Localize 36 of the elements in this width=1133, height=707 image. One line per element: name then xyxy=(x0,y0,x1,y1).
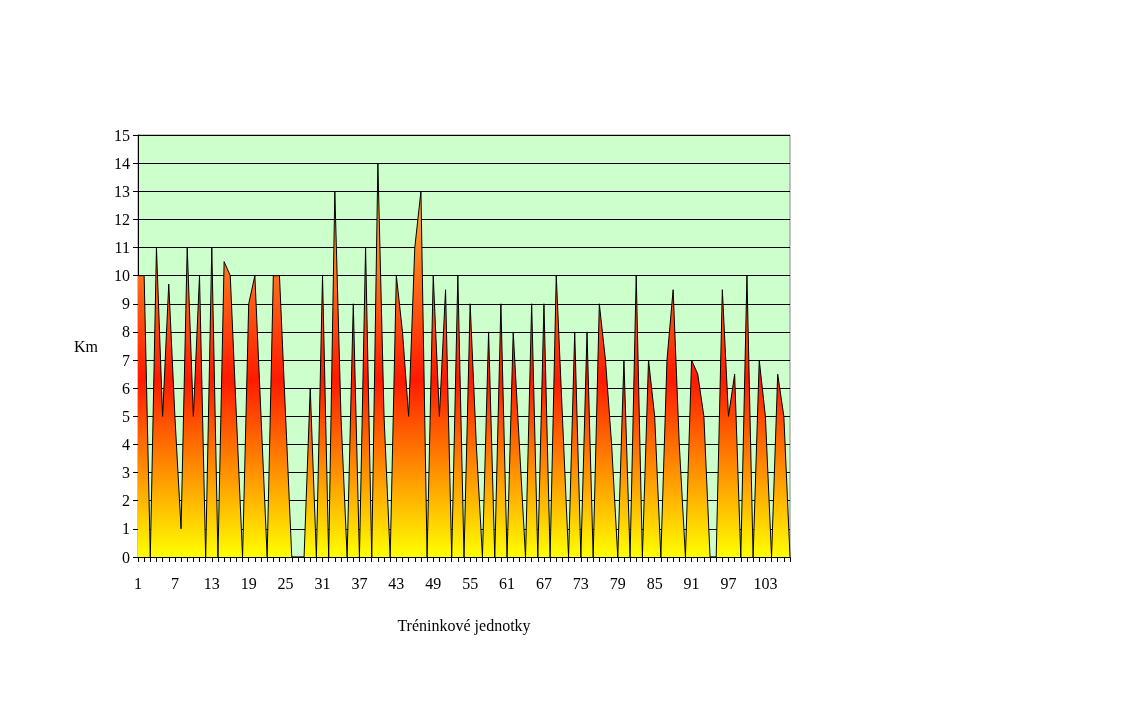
x-tick-label: 67 xyxy=(535,574,552,592)
y-tick-label: 9 xyxy=(122,295,130,313)
x-tick-label: 61 xyxy=(499,574,516,592)
x-tick-label: 91 xyxy=(683,574,700,592)
x-tick-label: 79 xyxy=(609,574,626,592)
y-tick-label: 14 xyxy=(114,154,130,172)
x-tick-label: 55 xyxy=(462,574,479,592)
y-axis-title: Km xyxy=(74,337,99,355)
x-tick-label: 7 xyxy=(170,574,179,592)
x-tick-label: 37 xyxy=(351,574,368,592)
y-tick-label: 15 xyxy=(114,126,130,144)
y-tick-label: 2 xyxy=(122,492,130,510)
y-tick-label: 8 xyxy=(122,323,130,341)
x-tick-label: 43 xyxy=(388,574,405,592)
x-tick-label: 25 xyxy=(277,574,294,592)
y-tick-label: 10 xyxy=(114,267,130,285)
y-tick-label: 12 xyxy=(114,210,130,228)
y-tick-label: 1 xyxy=(122,520,130,538)
y-tick-label: 5 xyxy=(122,407,130,425)
x-tick-label: 103 xyxy=(753,574,778,592)
y-tick-label: 11 xyxy=(114,239,130,257)
x-tick-label: 31 xyxy=(314,574,331,592)
x-tick-label: 85 xyxy=(646,574,663,592)
x-tick-label: 73 xyxy=(572,574,589,592)
x-tick-label: 97 xyxy=(720,574,737,592)
y-tick-label: 0 xyxy=(122,548,130,566)
x-tick-label: 1 xyxy=(134,574,142,592)
y-tick-label: 13 xyxy=(114,182,130,200)
y-tick-label: 6 xyxy=(122,379,130,397)
x-tick-label: 13 xyxy=(203,574,220,592)
y-tick-label: 4 xyxy=(122,435,130,453)
y-tick-label: 7 xyxy=(122,351,130,369)
x-axis-title: Tréninkové jednotky xyxy=(397,616,531,635)
x-tick-label: 19 xyxy=(240,574,257,592)
y-tick-label: 3 xyxy=(122,464,130,482)
x-tick-label: 49 xyxy=(425,574,442,592)
